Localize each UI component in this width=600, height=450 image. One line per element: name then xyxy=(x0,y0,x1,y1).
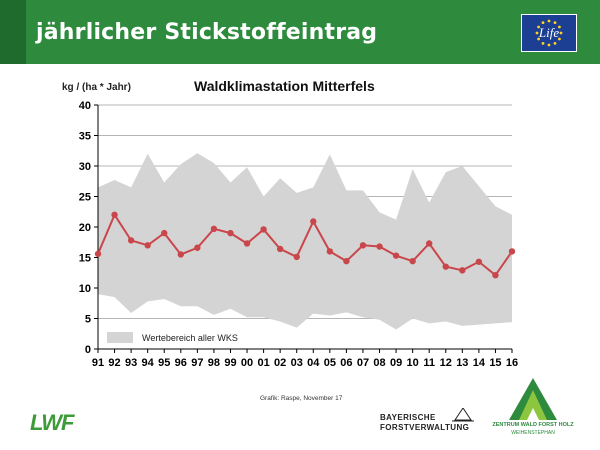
data-point xyxy=(94,250,102,258)
data-point xyxy=(293,253,300,261)
x-tick-label: 03 xyxy=(291,357,303,369)
slide-header: jährlicher Stickstoffeintrag Life xyxy=(0,0,600,64)
data-point xyxy=(161,229,168,237)
data-point xyxy=(409,257,416,265)
x-tick-label: 15 xyxy=(489,357,501,369)
zwfh-logo-line1: ZENTRUM WALD FORST HOLZ xyxy=(492,422,574,428)
legend-swatch xyxy=(107,332,133,343)
data-point xyxy=(459,267,466,274)
x-tick-label: 93 xyxy=(125,357,137,369)
x-tick-label: 02 xyxy=(274,357,286,369)
x-tick-label: 04 xyxy=(307,357,320,369)
y-axis-label: kg / (ha * Jahr) xyxy=(62,82,131,93)
bfv-tree-icon xyxy=(452,408,474,422)
y-tick-label: 0 xyxy=(85,344,91,356)
x-tick-label: 94 xyxy=(142,357,155,369)
data-point xyxy=(144,242,151,249)
x-tick-label: 92 xyxy=(108,357,120,369)
x-tick-label: 99 xyxy=(224,357,236,369)
x-tick-label: 10 xyxy=(407,357,419,369)
data-point xyxy=(194,244,201,251)
y-tick-label: 10 xyxy=(79,283,91,295)
chart-series xyxy=(94,211,516,279)
y-tick-label: 5 xyxy=(85,314,91,326)
bfv-logo-line2: FORSTVERWALTUNG xyxy=(380,423,470,432)
data-point xyxy=(260,226,267,233)
legend-label: Wertebereich aller WKS xyxy=(142,333,238,343)
x-tick-label: 12 xyxy=(440,357,452,369)
data-point xyxy=(359,242,367,249)
eu-logo-text: Life xyxy=(538,25,560,40)
series-line xyxy=(97,212,513,277)
y-tick-label: 15 xyxy=(79,253,91,265)
data-point xyxy=(310,218,317,225)
data-point xyxy=(276,245,284,253)
zwfh-tree-icon xyxy=(509,378,557,420)
x-tick-label: 95 xyxy=(158,357,170,369)
x-tick-label: 06 xyxy=(340,357,352,369)
zwfh-logo-line2: WEIHENSTEPHAN xyxy=(511,430,555,436)
x-tick-label: 11 xyxy=(423,357,435,369)
chart-credit: Grafik: Raspe, November 17 xyxy=(260,395,343,402)
data-point xyxy=(210,225,218,233)
y-tick-label: 25 xyxy=(79,192,91,204)
data-point xyxy=(475,258,483,265)
data-point xyxy=(177,251,184,258)
chart-title: Waldklimastation Mitterfels xyxy=(194,78,375,94)
data-point xyxy=(376,243,383,250)
data-point xyxy=(111,211,118,218)
data-point xyxy=(492,271,499,279)
x-tick-label: 91 xyxy=(92,357,104,369)
data-point xyxy=(426,240,433,247)
chart-legend: Wertebereich aller WKS xyxy=(107,332,238,343)
x-tick-label: 14 xyxy=(473,357,486,369)
y-tick-label: 20 xyxy=(79,222,91,234)
x-tick-label: 97 xyxy=(191,357,203,369)
bfv-logo-line1: BAYERISCHE xyxy=(380,413,436,422)
lwf-logo: LWF xyxy=(30,410,74,435)
y-tick-label: 40 xyxy=(79,100,91,112)
data-point xyxy=(127,237,135,244)
x-tick-label: 05 xyxy=(324,357,336,369)
y-tick-label: 30 xyxy=(79,161,91,173)
x-tick-label: 98 xyxy=(208,357,220,369)
y-tick-label: 35 xyxy=(79,131,91,143)
x-tick-label: 16 xyxy=(506,357,518,369)
x-tick-label: 00 xyxy=(241,357,253,369)
eu-life-logo: Life xyxy=(521,14,577,52)
data-point xyxy=(392,252,400,259)
x-tick-label: 96 xyxy=(175,357,187,369)
data-point xyxy=(227,229,234,237)
x-tick-label: 13 xyxy=(456,357,468,369)
data-point xyxy=(343,257,350,265)
eu-stars-icon xyxy=(535,19,563,47)
x-tick-label: 01 xyxy=(257,357,269,369)
x-tick-label: 07 xyxy=(357,357,369,369)
data-point xyxy=(326,248,334,255)
header-accent-bar xyxy=(0,0,26,64)
data-point xyxy=(508,248,516,255)
x-tick-label: 09 xyxy=(390,357,402,369)
data-point xyxy=(442,263,449,270)
data-point xyxy=(243,240,251,247)
slide-title: jährlicher Stickstoffeintrag xyxy=(36,20,378,45)
x-tick-label: 08 xyxy=(373,357,385,369)
